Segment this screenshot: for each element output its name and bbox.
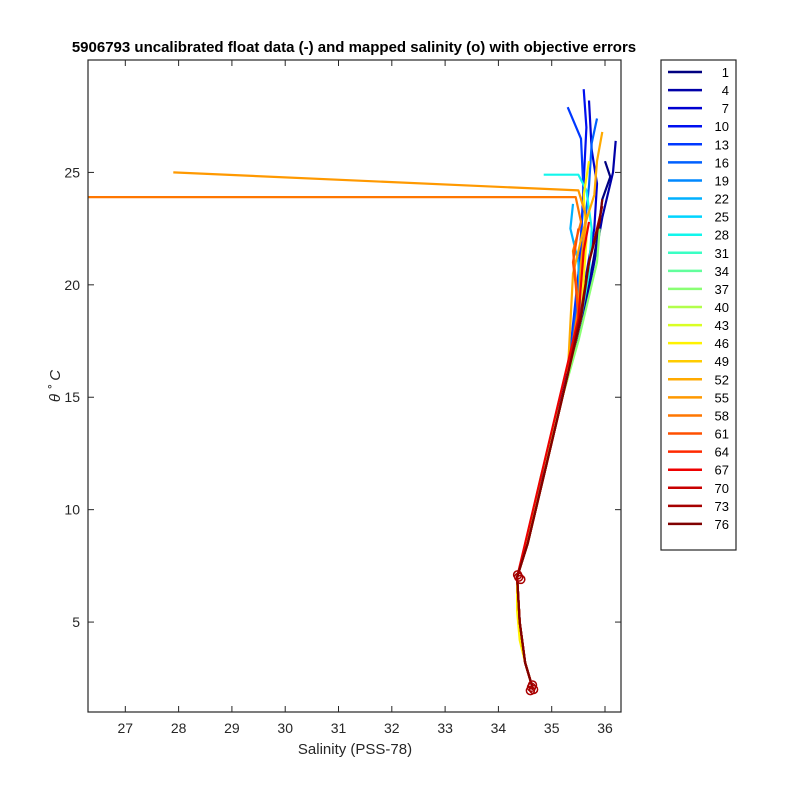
x-tick-label: 33	[437, 720, 453, 736]
legend-label-46: 46	[715, 336, 729, 351]
series-line-10	[515, 89, 588, 690]
y-axis-label: θ ˚ C	[47, 370, 64, 402]
legend-label-67: 67	[715, 463, 729, 478]
x-tick-label: 36	[597, 720, 613, 736]
legend-label-16: 16	[715, 155, 729, 170]
x-tick-label: 31	[331, 720, 347, 736]
legend-label-19: 19	[715, 173, 729, 188]
series-line-76	[515, 199, 604, 690]
legend-label-76: 76	[715, 517, 729, 532]
legend-label-28: 28	[715, 228, 729, 243]
legend-label-58: 58	[715, 408, 729, 423]
series-line-1	[515, 160, 612, 690]
chart-title: 5906793 uncalibrated float data (-) and …	[72, 39, 636, 56]
y-tick-label: 15	[64, 389, 80, 405]
legend-label-40: 40	[715, 300, 729, 315]
legend-label-13: 13	[715, 137, 729, 152]
mapped-salinity-markers	[512, 570, 539, 696]
mapped-salinity-marker	[525, 685, 536, 696]
legend-label-25: 25	[715, 210, 729, 225]
legend-label-7: 7	[722, 101, 729, 116]
legend-label-49: 49	[715, 354, 729, 369]
axes-box	[87, 59, 622, 713]
legend: 1 4 7 10 13 16 19 22 25 28 31 34 37 40 43 46 49 52 55 58 61 6…	[660, 59, 737, 551]
legend-label-4: 4	[722, 83, 729, 98]
legend-label-55: 55	[715, 390, 729, 405]
x-tick-label: 28	[171, 720, 187, 736]
mapped-salinity-marker	[527, 680, 538, 690]
legend-label-61: 61	[715, 427, 729, 442]
legend-label-64: 64	[715, 445, 729, 460]
x-tick-label: 30	[277, 720, 293, 736]
x-axis: 27 28 29 30 31 32 33 34 35 36	[118, 60, 613, 736]
legend-label-37: 37	[715, 282, 729, 297]
y-axis: 5 10 15 20 25	[64, 164, 621, 630]
legend-label-70: 70	[715, 481, 729, 496]
mapped-salinity-marker	[512, 570, 523, 580]
x-tick-label: 32	[384, 720, 400, 736]
series-line-58	[88, 196, 583, 690]
y-tick-label: 10	[64, 502, 80, 518]
plot-area	[88, 89, 617, 690]
legend-box	[660, 59, 737, 551]
series-line-4	[515, 140, 617, 690]
legend-label-43: 43	[715, 318, 729, 333]
x-tick-label: 34	[491, 720, 507, 736]
legend-label-73: 73	[715, 499, 729, 514]
x-tick-label: 29	[224, 720, 240, 736]
x-axis-label: Salinity (PSS-78)	[298, 741, 412, 758]
series-line-55	[173, 171, 588, 690]
legend-label-31: 31	[715, 246, 729, 261]
series-line-13	[515, 106, 585, 690]
y-tick-label: 20	[64, 277, 80, 293]
x-tick-label: 35	[544, 720, 560, 736]
legend-label-52: 52	[715, 372, 729, 387]
legend-label-22: 22	[715, 192, 729, 207]
x-tick-label: 27	[118, 720, 134, 736]
legend-label-34: 34	[715, 264, 729, 279]
legend-label-1: 1	[722, 65, 729, 80]
legend-label-10: 10	[715, 119, 729, 134]
y-tick-label: 5	[72, 614, 80, 630]
y-tick-label: 25	[64, 164, 80, 180]
